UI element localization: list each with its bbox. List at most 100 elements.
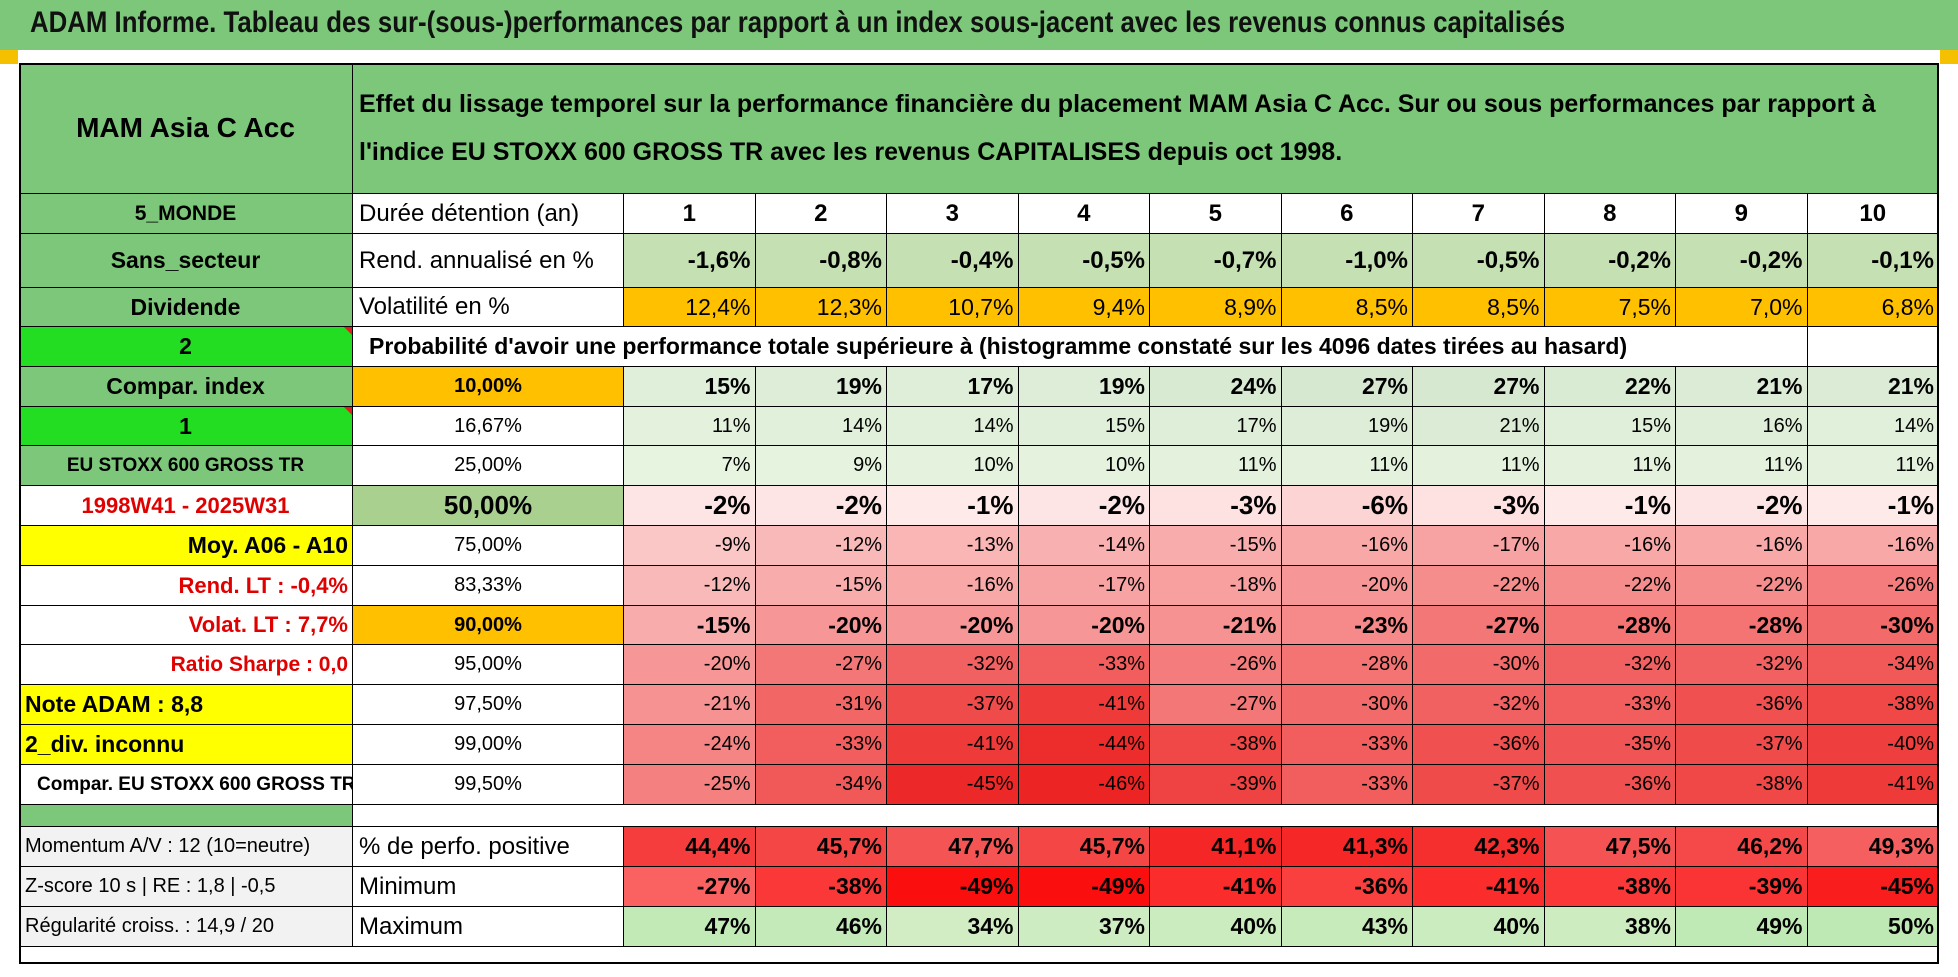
- maximum-cell-text: 40%: [1493, 913, 1540, 939]
- positive-pct-cell-text: 47,7%: [948, 833, 1014, 859]
- probability-heading: Probabilité d'avoir une performance tota…: [353, 327, 1676, 367]
- probability-cell-text: -2%: [1098, 490, 1145, 520]
- row-label-maximum: Maximum: [353, 907, 624, 947]
- row-label-duration-text: Durée détention (an): [359, 199, 580, 227]
- left-label-compar_full: Compar. EU STOXX 600 GROSS TR: [19, 765, 353, 805]
- probability-cell-text: 17%: [967, 373, 1014, 399]
- year-header: 4: [1018, 194, 1150, 234]
- minimum-cell-text: -41%: [1485, 873, 1540, 899]
- probability-cell-text: -27%: [1485, 611, 1540, 638]
- comment-marker: [344, 327, 352, 335]
- probability-cell: 22%: [1544, 367, 1676, 407]
- probability-cell-text: -37%: [1755, 733, 1803, 755]
- left-label-moy-text: Moy. A06 - A10: [187, 532, 348, 558]
- probability-cell-text: -1%: [1887, 490, 1934, 520]
- probability-cell-text: -15%: [1229, 534, 1277, 556]
- threshold-cell-text: 95,00%: [454, 653, 522, 675]
- year-header: 3: [887, 194, 1019, 234]
- probability-cell: 21%: [1807, 367, 1939, 407]
- threshold-cell: 83,33%: [353, 566, 624, 606]
- year-header-text: 6: [1340, 199, 1354, 227]
- probability-cell-text: -20%: [828, 611, 882, 638]
- left-label-dividend-text: Dividende: [130, 293, 241, 320]
- probability-cell-text: 7%: [721, 454, 751, 476]
- probability-cell-text: -37%: [966, 693, 1014, 715]
- maximum-cell-text: 34%: [967, 913, 1014, 939]
- probability-cell-text: -38%: [1229, 733, 1277, 755]
- probability-cell: 14%: [887, 407, 1019, 446]
- probability-cell: -46%: [1018, 765, 1150, 805]
- maximum-cell-text: 47%: [704, 913, 751, 939]
- left-label-regularite-text: Régularité croiss. : 14,9 / 20: [25, 915, 275, 937]
- probability-cell: -2%: [624, 486, 756, 526]
- minimum-cell-text: -38%: [1617, 873, 1671, 899]
- probability-cell-text: -24%: [703, 733, 751, 755]
- probability-cell-text: -21%: [1222, 611, 1277, 638]
- probability-cell-text: -45%: [966, 773, 1014, 795]
- probability-cell: 9%: [755, 446, 887, 486]
- left-label-flag_1-text: 1: [179, 412, 192, 439]
- maximum-cell-text: 40%: [1230, 913, 1277, 939]
- header-description: Effet du lissage temporel sur la perform…: [353, 63, 1939, 194]
- probability-cell: 21%: [1413, 407, 1545, 446]
- annual-return-cell: -1,6%: [624, 234, 756, 288]
- probability-cell-text: -26%: [1229, 653, 1277, 675]
- left-label-compar_full-text: Compar. EU STOXX 600 GROSS TR: [37, 773, 353, 795]
- probability-cell: -30%: [1281, 685, 1413, 725]
- volatility-cell-text: 7,0%: [1750, 293, 1803, 320]
- positive-pct-cell-text: 46,2%: [1737, 833, 1803, 859]
- minimum-cell: -39%: [1676, 867, 1808, 907]
- minimum-cell: -27%: [624, 867, 756, 907]
- threshold-cell-text: 75,00%: [454, 534, 522, 556]
- annual-return-cell: -0,5%: [1018, 234, 1150, 288]
- probability-cell: 11%: [1544, 446, 1676, 486]
- minimum-cell: -45%: [1807, 867, 1939, 907]
- probability-cell: 27%: [1281, 367, 1413, 407]
- left-label-sector-text: Sans_secteur: [110, 247, 261, 273]
- probability-cell: -37%: [887, 685, 1019, 725]
- probability-cell-text: 10%: [1104, 454, 1145, 476]
- minimum-cell-text: -39%: [1748, 873, 1803, 899]
- probability-cell-text: 11%: [1763, 454, 1803, 476]
- probability-cell: 15%: [1018, 407, 1150, 446]
- probability-cell-text: 11%: [1632, 454, 1671, 476]
- probability-cell-text: 11%: [1895, 454, 1934, 476]
- annual-return-cell-text: -0,2%: [1739, 246, 1803, 274]
- probability-cell-text: -14%: [1098, 534, 1145, 556]
- probability-cell: -34%: [1807, 645, 1939, 685]
- threshold-cell-text: 25,00%: [454, 454, 522, 476]
- probability-cell: -44%: [1018, 725, 1150, 765]
- maximum-cell: 37%: [1018, 907, 1150, 947]
- left-label-regularite: Régularité croiss. : 14,9 / 20: [19, 907, 353, 947]
- probability-cell: -28%: [1544, 606, 1676, 645]
- probability-cell: -27%: [755, 645, 887, 685]
- volatility-cell-text: 10,7%: [948, 293, 1014, 320]
- positive-pct-cell-text: 41,1%: [1211, 833, 1277, 859]
- probability-cell: 10%: [1018, 446, 1150, 486]
- year-header: 9: [1676, 194, 1808, 234]
- annual-return-cell-text: -0,1%: [1871, 246, 1934, 274]
- year-header: 7: [1413, 194, 1545, 234]
- probability-cell-text: -12%: [703, 574, 751, 596]
- probability-cell-text: -44%: [1098, 733, 1145, 755]
- maximum-cell-text: 46%: [835, 913, 882, 939]
- probability-cell-text: -33%: [1361, 773, 1408, 795]
- probability-cell-text: -33%: [835, 733, 882, 755]
- left-label-flag_1: 1: [19, 407, 353, 446]
- probability-cell: -37%: [1413, 765, 1545, 805]
- probability-cell: -18%: [1150, 566, 1282, 606]
- annual-return-cell: -0,2%: [1544, 234, 1676, 288]
- probability-cell: -3%: [1150, 486, 1282, 526]
- minimum-cell: -49%: [887, 867, 1019, 907]
- row-label-minimum-text: Minimum: [359, 872, 457, 900]
- maximum-cell: 49%: [1676, 907, 1808, 947]
- probability-cell-text: -32%: [1755, 653, 1803, 675]
- probability-cell: -13%: [887, 526, 1019, 566]
- volatility-cell-text: 9,4%: [1092, 293, 1145, 320]
- probability-cell: -3%: [1413, 486, 1545, 526]
- probability-cell-text: 14%: [973, 414, 1014, 437]
- positive-pct-cell-text: 47,5%: [1605, 833, 1671, 859]
- left-label-volat_lt-text: Volat. LT : 7,7%: [188, 612, 348, 637]
- probability-cell: -15%: [755, 566, 887, 606]
- probability-cell-text: 21%: [1756, 373, 1803, 399]
